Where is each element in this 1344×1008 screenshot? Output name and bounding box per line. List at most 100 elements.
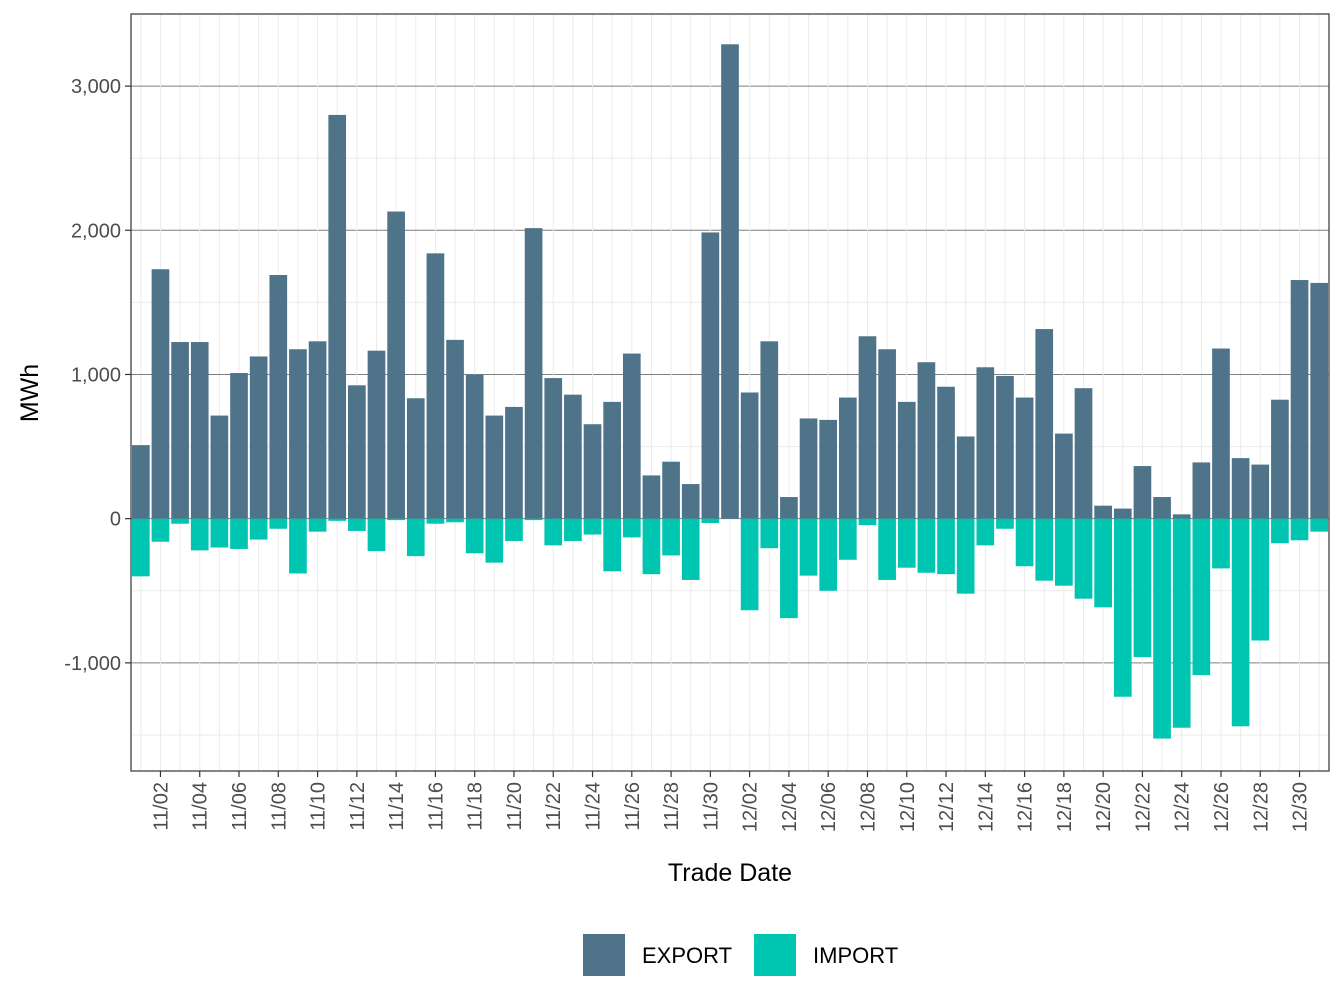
x-tick-label: 11/26 [622,782,644,831]
bar-export [1133,466,1152,519]
plot-panel-border [130,13,1330,772]
bar-export [1212,348,1230,519]
bar-export [701,232,720,519]
bar-export [289,349,307,519]
bar-export [681,484,700,519]
bar-export [151,269,170,519]
bar-import [662,518,680,556]
bar-export [1251,464,1270,519]
x-tick-label: 11/10 [308,782,330,831]
legend-key-import [754,934,796,976]
bar-export [838,397,857,519]
bar-import [171,518,189,524]
bar-import [406,518,425,557]
bar-export [780,497,798,519]
bar-import [1113,518,1132,697]
bar-import [328,518,347,521]
x-tick-label: 12/02 [740,782,762,832]
bar-import [878,518,896,580]
bar-export [505,406,523,519]
bar-import [622,518,641,538]
bar-import [505,518,523,542]
bar-import [1015,518,1034,567]
bar-export [1074,388,1093,519]
bar-export [662,461,680,519]
bar-import [308,518,327,532]
legend: EXPORT IMPORT [583,934,898,976]
bar-export [1094,505,1112,519]
bar-export [622,353,641,519]
x-tick-label: 12/14 [975,782,997,832]
bar-export [210,415,229,519]
x-tick-label: 12/10 [897,782,919,832]
bar-import [937,518,955,575]
bar-import [249,518,268,540]
x-tick-label: 11/02 [150,782,172,831]
x-tick-label: 12/28 [1250,782,1272,832]
x-tick-label: 11/20 [504,782,526,831]
bar-export [269,274,288,519]
bar-export [190,342,209,519]
bar-import [230,518,248,549]
x-tick-label: 11/06 [229,782,251,831]
bar-export [740,392,759,519]
x-tick-label: 12/04 [779,782,801,832]
x-tick-label: 12/22 [1132,782,1154,832]
bar-export [583,424,602,519]
bar-import [1290,518,1309,541]
x-tick-label: 12/24 [1172,782,1194,832]
bar-import [387,518,405,521]
bar-import [190,518,209,551]
y-axis: -1,000 0 1,000 2,000 3,000 [64,76,131,675]
x-tick-label: 11/12 [347,782,369,831]
bar-export [308,341,327,519]
bar-import [701,518,720,523]
bar-export [1113,508,1132,519]
bar-import [426,518,445,524]
legend-key-export [583,934,625,976]
y-tick-label: 1,000 [71,364,121,386]
bar-export [1310,282,1329,519]
bar-import [740,518,759,611]
x-tick-label: 11/14 [386,782,408,831]
bar-export [1271,399,1289,519]
bar-export [544,378,563,519]
bar-import [1310,518,1329,532]
bar-export [446,339,464,519]
bar-import [976,518,995,546]
bar-export [799,418,818,519]
legend-label-export: EXPORT [642,943,732,968]
bar-export [1035,329,1054,519]
bar-import [583,518,602,535]
bar-import [1172,518,1191,728]
bar-export [858,336,877,519]
y-tick-label: -1,000 [64,653,121,675]
x-tick-label: 11/16 [425,782,447,831]
bar-export [131,445,150,519]
bar-export [1015,397,1034,519]
bar-import [348,518,366,531]
y-tick-label: 0 [110,509,121,531]
bar-export [485,415,504,519]
x-tick-label: 11/08 [268,782,290,831]
x-tick-label: 12/20 [1093,782,1115,832]
x-tick-label: 12/06 [818,782,840,832]
bar-export [642,475,661,519]
bar-import [897,518,916,568]
bar-import [681,518,700,580]
bar-export [819,419,838,519]
bars [131,44,1329,739]
bar-import [151,518,170,542]
bar-import [210,518,229,548]
bar-export [996,375,1014,519]
bar-export [171,342,189,519]
y-tick-label: 3,000 [71,76,121,98]
bar-import [1035,518,1054,581]
bar-export [603,401,622,519]
bar-import [996,518,1014,529]
x-tick-label: 12/26 [1211,782,1233,832]
bar-export [426,253,445,519]
bar-import [819,518,838,591]
x-tick-label: 11/18 [465,782,487,831]
bar-import [485,518,504,563]
